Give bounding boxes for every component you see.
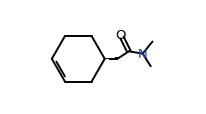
Text: N: N bbox=[138, 48, 147, 61]
Text: O: O bbox=[115, 29, 125, 42]
